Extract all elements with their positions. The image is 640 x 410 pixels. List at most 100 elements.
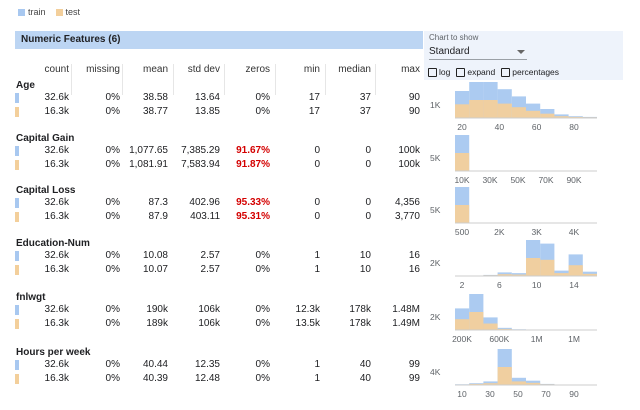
test-bin [526, 382, 541, 385]
mean-value: 38.77 [142, 106, 168, 117]
expand-checkbox-box[interactable] [456, 67, 466, 77]
zeros-value: 0% [255, 264, 270, 275]
histogram-axis: 5K 500 2K 3K 4K [430, 205, 580, 237]
min-value: 17 [308, 92, 320, 103]
x-tick-label: 50 [513, 389, 523, 399]
x-tick-label: 70K [538, 175, 553, 185]
median-value: 0 [365, 197, 371, 208]
x-tick-label: 20 [457, 122, 467, 132]
feature-name: fnlwgt [16, 292, 46, 303]
train-marker [15, 198, 19, 208]
x-tick-label: 200K [452, 334, 472, 344]
count-value: 32.6k [44, 359, 69, 370]
feature-name: Hours per week [16, 347, 91, 358]
count-value: 32.6k [44, 197, 69, 208]
min-value: 0 [314, 145, 320, 156]
missing-value: 0% [105, 250, 120, 261]
min-value: 13.5k [295, 318, 320, 329]
test-row: 16.3k 0% 1,081.91 7,583.94 91.87% 0 0 100k [0, 159, 430, 171]
chart-type-select[interactable]: Standard [429, 45, 527, 60]
feature-capital-gain: Capital Gain 32.6k 0% 1,077.65 7,385.29 91.67… [0, 133, 640, 193]
feature-age: Age 32.6k 0% 38.58 13.64 0% 17 37 90 16.3k 0% 38.77… [0, 80, 640, 140]
mean-value: 189k [146, 318, 168, 329]
train-bin [526, 380, 541, 385]
train-bin [497, 272, 512, 276]
percentages-checkbox-box[interactable] [501, 67, 511, 77]
std-dev-value: 7,385.29 [181, 145, 220, 156]
histogram-axis: 4K 10 30 50 70 90 [430, 367, 579, 399]
zeros-header: zeros [245, 64, 270, 75]
median-value: 37 [359, 92, 371, 103]
test-bin [582, 273, 597, 276]
count-value: 16.3k [44, 318, 69, 329]
legend-test: test [55, 7, 80, 17]
y-tick-label: 1K [430, 100, 441, 110]
expand-checkbox[interactable]: expand [456, 67, 495, 77]
histogram-age[interactable]: 1K 20 40 60 80 [424, 80, 623, 136]
test-bin [497, 274, 512, 276]
test-bin [540, 113, 555, 118]
log-checkbox[interactable]: log [428, 67, 450, 77]
histogram-capital-loss[interactable]: 5K 500 2K 3K 4K [424, 185, 623, 241]
histogram-education-num[interactable]: 2K 2 6 10 14 [424, 238, 623, 294]
zeros-value: 0% [255, 359, 270, 370]
test-marker [15, 265, 19, 275]
percentages-checkbox[interactable]: percentages [501, 67, 559, 77]
median-value: 0 [365, 211, 371, 222]
chart-type-value: Standard [429, 46, 470, 57]
test-row: 16.3k 0% 189k 106k 0% 13.5k 178k 1.49M [0, 318, 430, 330]
max-header: max [401, 64, 420, 75]
log-label: log [439, 67, 451, 77]
mean-value: 1,081.91 [129, 159, 168, 170]
x-tick-label: 90 [569, 389, 579, 399]
min-value: 0 [314, 211, 320, 222]
missing-value: 0% [105, 304, 120, 315]
column-divider [275, 64, 276, 95]
histogram-capital-gain[interactable]: 5K 10K 30K 50K 70K 90K [424, 133, 623, 189]
test-marker [15, 212, 19, 222]
mean-value: 87.3 [148, 197, 168, 208]
std-dev-value: 106k [198, 304, 220, 315]
mean-value: 40.44 [142, 359, 168, 370]
max-value: 99 [408, 359, 420, 370]
test-bin [554, 273, 569, 276]
mean-value: 10.07 [142, 264, 168, 275]
zeros-value: 0% [255, 92, 270, 103]
histogram-fnlwgt[interactable]: 2K 200K 600K 1M 1M [424, 292, 623, 348]
feature-name: Capital Gain [16, 133, 75, 144]
train-row: 32.6k 0% 87.3 402.96 95.33% 0 0 4,356 [0, 197, 430, 209]
median-value: 10 [359, 250, 371, 261]
median-value: 178k [349, 304, 371, 315]
min-value: 1 [314, 373, 320, 384]
count-value: 16.3k [44, 373, 69, 384]
zeros-value: 0% [255, 304, 270, 315]
test-bin [497, 367, 512, 385]
train-marker [15, 305, 19, 315]
count-value: 32.6k [44, 145, 69, 156]
histogram-axis: 2K 200K 600K 1M 1M [430, 312, 580, 344]
x-tick-label: 80 [569, 122, 579, 132]
feature-name: Education-Num [16, 238, 90, 249]
max-value: 16 [408, 264, 420, 275]
x-tick-label: 1M [531, 334, 543, 344]
min-header: min [303, 64, 320, 75]
zeros-value: 0% [255, 373, 270, 384]
histogram-hours-per-week[interactable]: 4K 10 30 50 70 90 [424, 347, 623, 403]
test-bin [483, 100, 498, 118]
zeros-value: 0% [255, 250, 270, 261]
train-marker [15, 360, 19, 370]
feature-capital-loss: Capital Loss 32.6k 0% 87.3 402.96 95.33% 0 0 4,3… [0, 185, 640, 245]
zeros-value: 91.67% [236, 145, 270, 156]
test-bin [455, 205, 470, 223]
zeros-value: 95.31% [236, 211, 270, 222]
column-divider [173, 64, 174, 95]
max-value: 4,356 [394, 197, 420, 208]
x-tick-label: 10 [457, 389, 467, 399]
max-value: 100k [398, 159, 420, 170]
std-dev-value: 2.57 [200, 250, 220, 261]
median-value: 40 [359, 373, 371, 384]
count-value: 16.3k [44, 211, 69, 222]
std-dev-value: 7,583.94 [181, 159, 220, 170]
x-tick-label: 30K [482, 175, 497, 185]
log-checkbox-box[interactable] [428, 67, 437, 77]
